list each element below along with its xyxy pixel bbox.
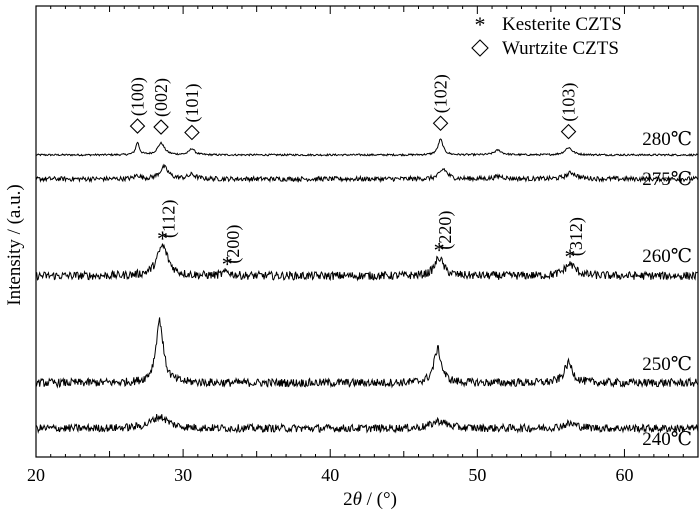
- x-tick-label: 40: [321, 465, 339, 485]
- series-label: 240℃: [642, 429, 692, 450]
- axis-ticks: 20 30 40 50 60: [27, 6, 699, 485]
- x-tick-label: 20: [27, 465, 45, 485]
- wurtzite-marker: [432, 115, 449, 132]
- series-label: 260℃: [642, 246, 692, 267]
- wurtzite-marker: [560, 123, 577, 140]
- legend-label: Wurtzite CZTS: [502, 38, 619, 59]
- peak-label: (103): [559, 83, 580, 122]
- legend-marker-kesterite: *: [475, 12, 486, 37]
- wurtzite-marker: [129, 118, 146, 134]
- legend-marker-wurtzite: [471, 39, 489, 57]
- legend-label: Kesterite CZTS: [502, 14, 622, 35]
- peak-label: (101): [182, 83, 203, 122]
- x-tick-label: 30: [174, 465, 192, 485]
- series-line: [35, 163, 699, 184]
- series-lines: [35, 138, 699, 434]
- y-axis-label: Intensity / (a.u.): [4, 184, 25, 305]
- kesterite-marker: *: [222, 252, 233, 277]
- series-labels: 280℃ 275℃ 260℃ 250℃ 240℃: [642, 129, 692, 450]
- peak-label: (002): [151, 78, 172, 117]
- peak-label: (102): [431, 74, 452, 113]
- peak-label: (112): [159, 200, 180, 238]
- wurtzite-marker: [184, 124, 200, 141]
- peak-label: (100): [128, 77, 149, 116]
- kesterite-marker: *: [434, 238, 445, 263]
- kesterite-marker: *: [565, 244, 576, 269]
- peak-annotations: (100) (002) (101) (102) (103)*(112)*(200) *(2…: [128, 74, 588, 276]
- x-tick-label: 50: [468, 465, 486, 485]
- series-label: 280℃: [642, 129, 692, 150]
- x-axis-label: 2θ / (°): [343, 489, 397, 510]
- plot-border: [35, 5, 699, 458]
- series-line: [35, 413, 699, 434]
- series-label: 275℃: [642, 169, 692, 190]
- kesterite-marker: *: [157, 226, 168, 251]
- wurtzite-marker: [153, 119, 169, 135]
- legend: * Kesterite CZTS Wurtzite CZTS: [471, 12, 622, 59]
- peak-label: (312): [566, 217, 587, 256]
- plot-frame: [35, 5, 699, 458]
- series-label: 250℃: [642, 354, 692, 375]
- peak-label: (220): [435, 211, 456, 250]
- series-line: [35, 317, 699, 389]
- x-tick-label: 60: [615, 465, 633, 485]
- series-line: [35, 243, 699, 282]
- series-line: [35, 138, 699, 157]
- peak-label: (200): [223, 225, 244, 264]
